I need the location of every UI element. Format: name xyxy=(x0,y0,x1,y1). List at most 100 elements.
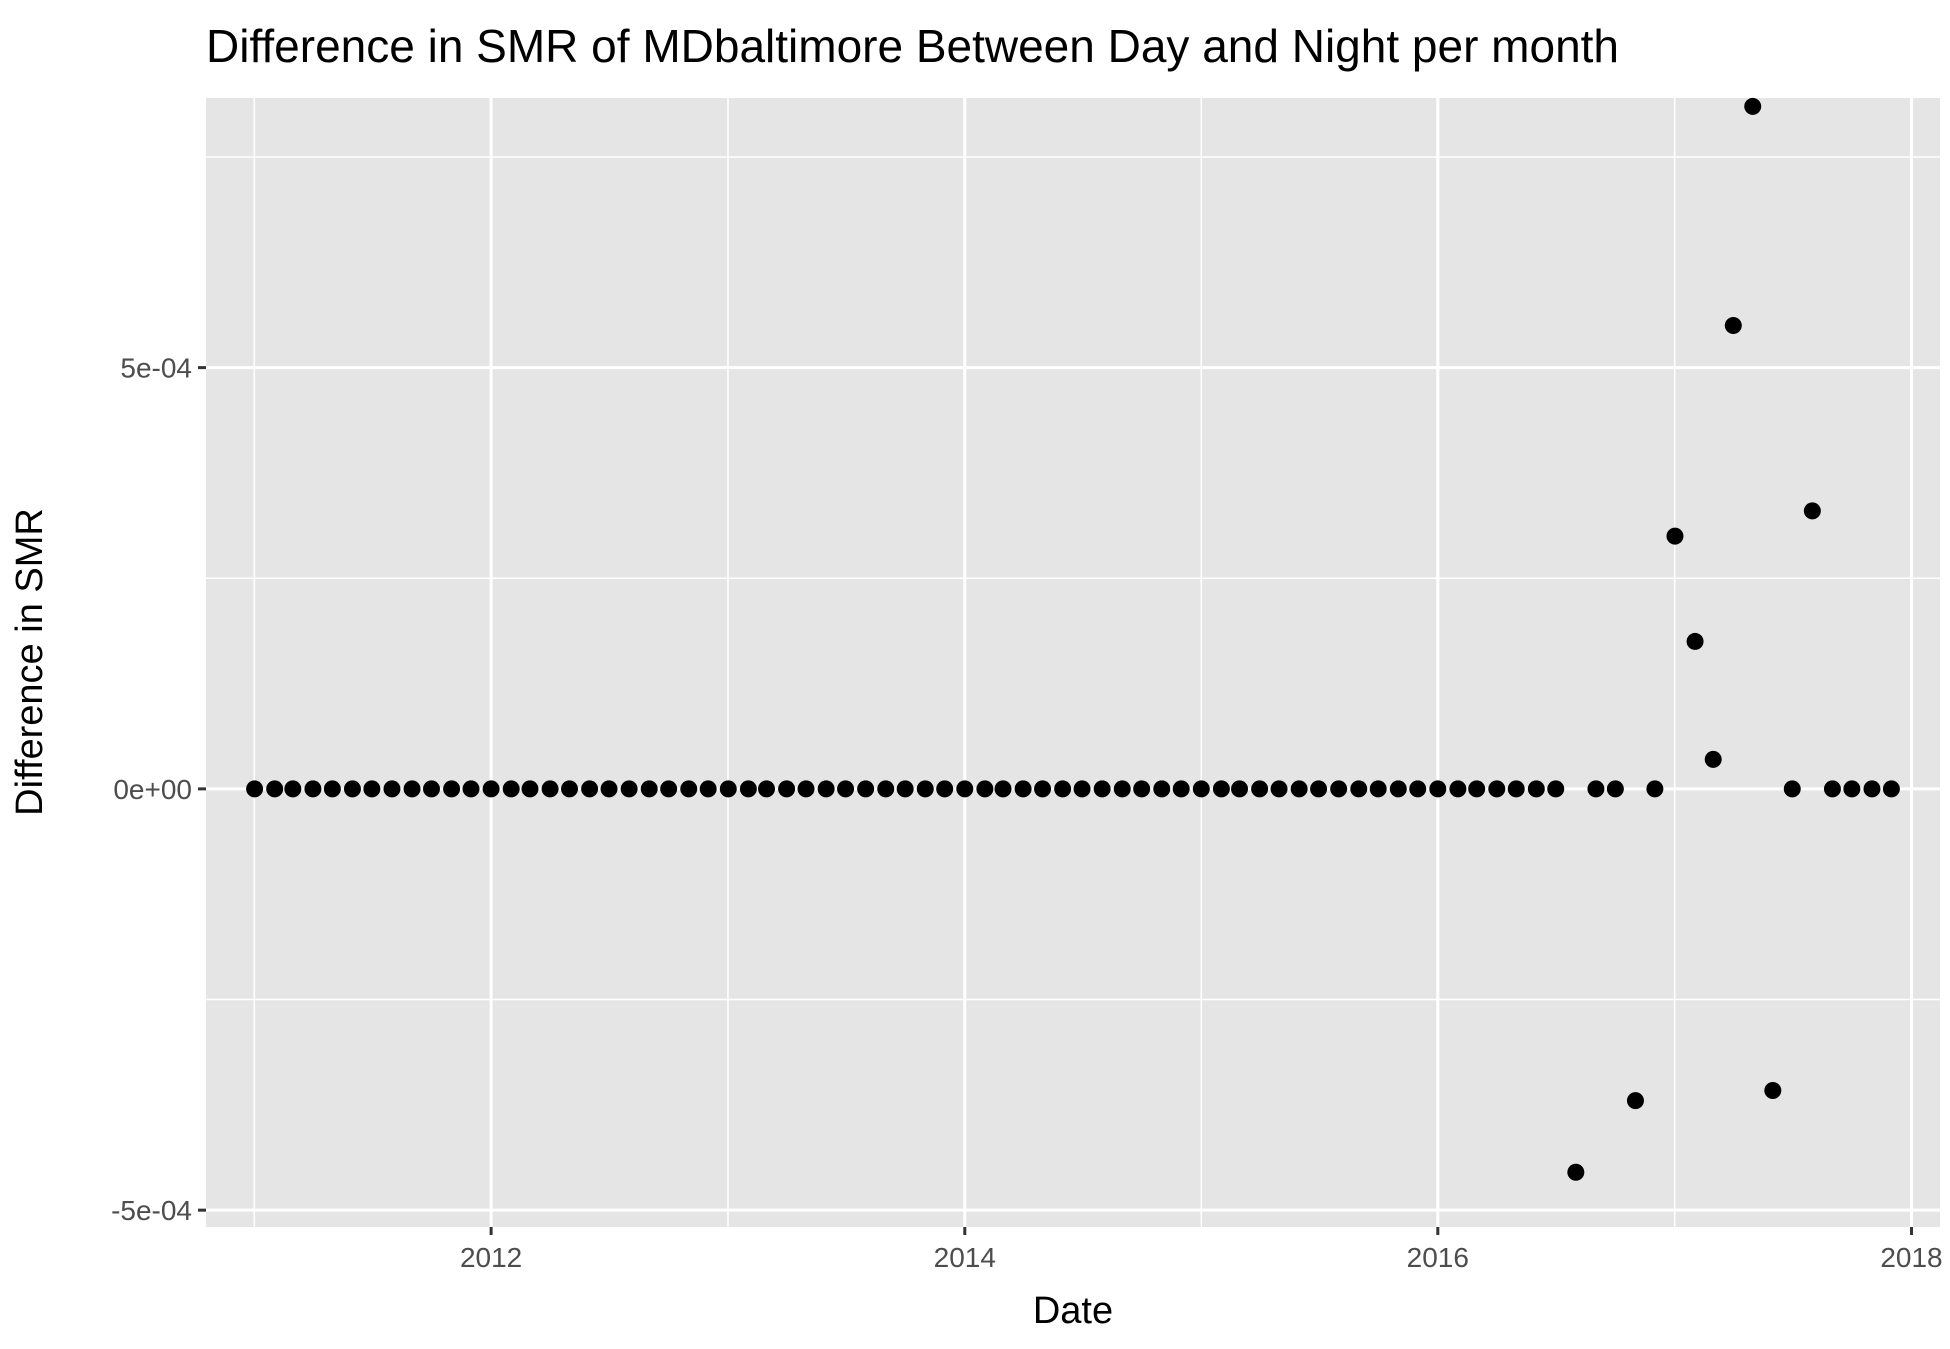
data-point xyxy=(482,780,500,798)
data-point xyxy=(1310,780,1328,798)
data-point xyxy=(383,780,401,798)
data-point xyxy=(1192,780,1210,798)
data-point xyxy=(541,780,559,798)
data-point xyxy=(1744,97,1762,115)
data-point xyxy=(1054,780,1072,798)
data-point xyxy=(284,780,302,798)
data-point xyxy=(1073,780,1091,798)
data-point xyxy=(1823,780,1841,798)
data-point xyxy=(1369,780,1387,798)
data-point xyxy=(1113,780,1131,798)
x-tick-label: 2014 xyxy=(934,1242,996,1273)
data-point xyxy=(1449,780,1467,798)
data-point xyxy=(1882,780,1900,798)
data-point xyxy=(1429,780,1447,798)
data-point xyxy=(1547,780,1565,798)
x-tick-label: 2018 xyxy=(1880,1242,1942,1273)
data-point xyxy=(1270,780,1288,798)
data-point xyxy=(1803,502,1821,520)
data-point xyxy=(363,780,381,798)
data-point xyxy=(323,780,341,798)
data-point xyxy=(1231,780,1249,798)
x-axis: 2012 2014 2016 2018 xyxy=(460,1227,1943,1273)
data-point xyxy=(936,780,954,798)
data-point xyxy=(1212,780,1230,798)
data-point xyxy=(976,780,994,798)
data-point xyxy=(1034,780,1052,798)
data-point xyxy=(1666,527,1684,545)
data-point xyxy=(1389,780,1407,798)
data-point xyxy=(1863,780,1881,798)
data-point xyxy=(561,780,579,798)
data-point xyxy=(1507,780,1525,798)
data-point xyxy=(1350,780,1368,798)
major-gridlines xyxy=(206,98,1940,1227)
y-axis-title: Difference in SMR xyxy=(9,508,51,816)
data-point xyxy=(1704,750,1722,768)
data-point xyxy=(600,780,618,798)
data-point xyxy=(1527,780,1545,798)
data-point xyxy=(1488,780,1506,798)
data-point xyxy=(581,780,599,798)
data-point xyxy=(916,780,934,798)
data-point xyxy=(1014,780,1032,798)
x-axis-title: Date xyxy=(1033,1290,1113,1332)
data-point xyxy=(994,780,1012,798)
data-point xyxy=(304,780,322,798)
data-point xyxy=(403,780,421,798)
data-point xyxy=(1330,780,1348,798)
data-point xyxy=(1606,780,1624,798)
data-point xyxy=(1468,780,1486,798)
data-point xyxy=(857,780,875,798)
data-point xyxy=(640,780,658,798)
data-point xyxy=(660,780,678,798)
data-point xyxy=(896,780,914,798)
data-point xyxy=(837,780,855,798)
data-point xyxy=(797,780,815,798)
data-point xyxy=(462,780,480,798)
data-point xyxy=(699,780,717,798)
data-point xyxy=(1567,1163,1585,1181)
data-point xyxy=(343,780,361,798)
data-point xyxy=(620,780,638,798)
data-point xyxy=(1724,316,1742,334)
data-point xyxy=(1133,780,1151,798)
chart-title: Difference in SMR of MDbaltimore Between… xyxy=(206,20,1619,72)
data-point xyxy=(1093,780,1111,798)
minor-gridlines xyxy=(206,98,1940,1227)
data-point xyxy=(422,780,440,798)
plot-panel xyxy=(206,98,1940,1227)
data-point xyxy=(739,780,757,798)
y-axis: -5e-04 0e+00 5e-04 xyxy=(111,353,206,1226)
data-point xyxy=(956,780,974,798)
data-point xyxy=(1686,632,1704,650)
x-tick-label: 2012 xyxy=(460,1242,522,1273)
data-point xyxy=(877,780,895,798)
x-tick-label: 2016 xyxy=(1407,1242,1469,1273)
data-point xyxy=(443,780,461,798)
data-point xyxy=(1764,1082,1782,1100)
data-point xyxy=(521,780,539,798)
y-tick-label: 0e+00 xyxy=(113,774,192,805)
data-point xyxy=(1626,1092,1644,1110)
data-point xyxy=(1646,780,1664,798)
data-point xyxy=(246,780,264,798)
data-point xyxy=(1290,780,1308,798)
data-point xyxy=(680,780,698,798)
data-points xyxy=(246,97,1900,1181)
data-point xyxy=(1172,780,1190,798)
data-point xyxy=(1783,780,1801,798)
data-point xyxy=(1409,780,1427,798)
data-point xyxy=(817,780,835,798)
data-point xyxy=(758,780,776,798)
data-point xyxy=(1251,780,1269,798)
data-point xyxy=(1843,780,1861,798)
y-tick-label: 5e-04 xyxy=(120,353,192,384)
data-point xyxy=(778,780,796,798)
data-point xyxy=(1587,780,1605,798)
data-point xyxy=(1153,780,1171,798)
data-point xyxy=(502,780,520,798)
data-point xyxy=(266,780,284,798)
y-tick-label: -5e-04 xyxy=(111,1195,192,1226)
